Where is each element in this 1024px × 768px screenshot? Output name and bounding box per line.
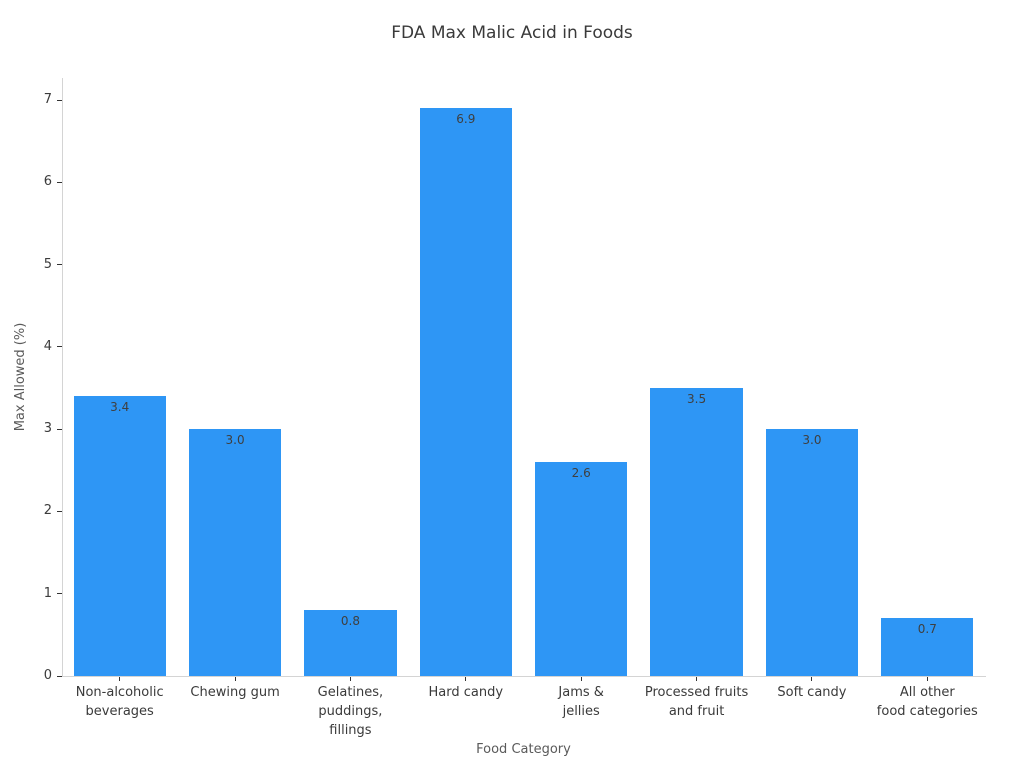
bar: 3.0	[765, 429, 859, 676]
x-axis-title: Food Category	[476, 742, 571, 757]
bar-value-label: 3.0	[802, 433, 822, 448]
y-tick-mark	[57, 593, 62, 595]
bar: 0.8	[304, 610, 397, 676]
x-tick-mark	[696, 677, 698, 681]
y-tick-mark	[57, 428, 62, 430]
y-tick-mark	[57, 99, 62, 101]
plot-area	[62, 78, 986, 677]
y-tick-label: 3	[43, 421, 52, 437]
x-tick-mark	[811, 677, 813, 681]
bar: 0.7	[881, 618, 974, 676]
y-tick-mark	[57, 510, 62, 512]
x-tick-mark	[580, 677, 582, 681]
y-tick-label: 4	[43, 338, 52, 354]
x-tick-label: Hard candy	[428, 685, 504, 700]
y-tick-label: 1	[43, 585, 52, 601]
y-tick-mark	[57, 181, 62, 183]
x-tick-label: Non-alcoholic beverages	[75, 685, 164, 719]
y-tick-mark	[57, 675, 62, 677]
bar: 3.0	[188, 429, 282, 676]
bar-value-label: 2.6	[571, 466, 591, 481]
y-tick-label: 0	[43, 668, 52, 683]
bar-value-label: 0.8	[340, 614, 360, 629]
chart-title: FDA Max Malic Acid in Foods	[391, 23, 633, 43]
y-tick-label: 2	[43, 503, 52, 519]
bar: 2.6	[535, 462, 628, 676]
x-tick-mark	[926, 677, 928, 681]
y-tick-label: 6	[43, 174, 52, 190]
bar: 6.9	[419, 108, 512, 676]
bar-value-label: 6.9	[456, 112, 476, 127]
x-tick-label: Chewing gum	[190, 685, 280, 700]
y-tick-mark	[57, 264, 62, 266]
x-tick-mark	[234, 677, 236, 681]
x-tick-label: Processed fruits and fruit	[644, 685, 749, 719]
bar: 3.4	[73, 396, 166, 676]
bar-value-label: 3.5	[687, 392, 707, 407]
x-tick-mark	[119, 677, 121, 681]
bar-value-label: 3.0	[225, 433, 245, 448]
x-tick-label: Gelatines, puddings, fillings	[317, 685, 384, 738]
bar: 3.5	[650, 388, 743, 676]
x-tick-mark	[465, 677, 467, 681]
x-tick-label: Jams & jellies	[558, 685, 604, 719]
bar-value-label: 3.4	[110, 400, 130, 415]
y-tick-label: 7	[43, 92, 52, 108]
x-tick-mark	[349, 677, 351, 681]
bar-value-label: 0.7	[917, 622, 937, 637]
y-tick-mark	[57, 346, 62, 348]
x-tick-label: All other food categories	[876, 685, 978, 719]
x-tick-label: Soft candy	[777, 685, 847, 700]
y-tick-label: 5	[43, 256, 52, 272]
